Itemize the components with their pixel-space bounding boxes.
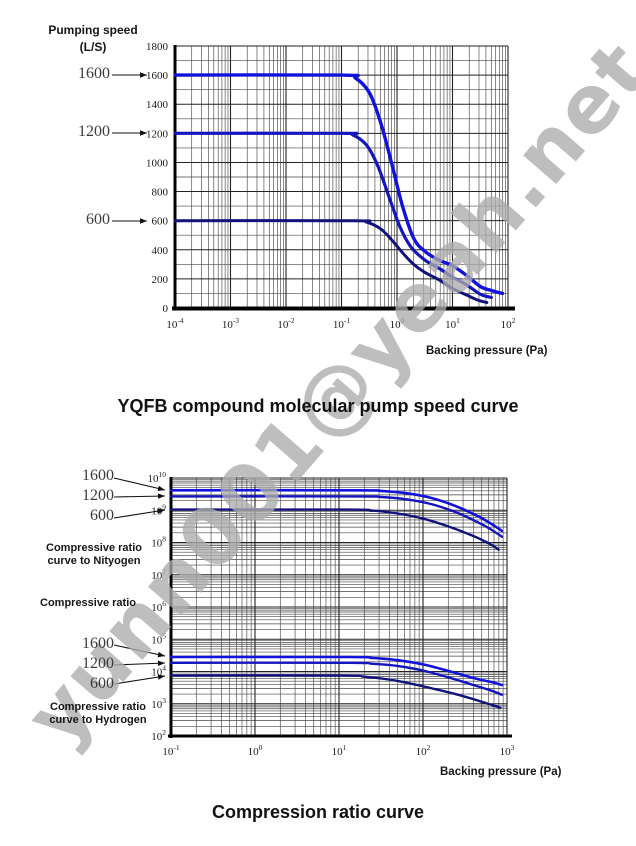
- svg-text:10-3: 10-3: [222, 316, 239, 331]
- svg-text:1200: 1200: [146, 128, 169, 140]
- svg-text:0: 0: [163, 303, 169, 315]
- nitrogen-annotation-line1: Compressive ratio: [46, 542, 142, 554]
- ratio-chart-title: Compression ratio curve: [211, 802, 425, 822]
- svg-text:107: 107: [151, 567, 166, 582]
- svg-text:103: 103: [151, 696, 166, 711]
- hydrogen-curve-label-600: 600: [90, 675, 114, 692]
- svg-text:108: 108: [151, 535, 166, 550]
- hydrogen-annotation-line2: curve to Hydrogen: [49, 714, 147, 726]
- svg-text:102: 102: [151, 728, 166, 743]
- svg-text:1600: 1600: [146, 70, 169, 82]
- speed-curve-label-1600: 1600: [78, 65, 110, 82]
- pumping-speed-line2: (L/S): [79, 40, 107, 54]
- svg-text:10-2: 10-2: [277, 316, 294, 331]
- speed-xaxis-title: Backing pressure (Pa): [426, 345, 548, 357]
- svg-text:101: 101: [332, 743, 347, 758]
- svg-text:102: 102: [501, 316, 516, 331]
- svg-text:104: 104: [151, 664, 166, 679]
- compressive-ratio-label: Compressive ratio: [40, 597, 136, 609]
- hydrogen-annotation-line1: Compressive ratio: [50, 701, 146, 713]
- svg-text:103: 103: [500, 743, 515, 758]
- svg-text:1010: 1010: [148, 470, 167, 485]
- svg-text:10-1: 10-1: [333, 316, 350, 331]
- hydrogen-curve-label-1600: 1600: [82, 635, 114, 652]
- svg-text:10-1: 10-1: [162, 743, 179, 758]
- hydrogen-annotation: Compressive ratio curve to Hydrogen: [32, 701, 164, 727]
- svg-text:400: 400: [152, 245, 169, 257]
- svg-text:1400: 1400: [146, 99, 169, 111]
- svg-text:600: 600: [152, 216, 169, 228]
- pumping-speed-axis-label: Pumping speed (L/S): [38, 22, 148, 56]
- svg-text:105: 105: [151, 631, 166, 646]
- hydrogen-curve-label-1200: 1200: [82, 655, 114, 672]
- svg-text:100: 100: [390, 316, 405, 331]
- svg-text:200: 200: [152, 274, 169, 286]
- svg-text:102: 102: [416, 743, 431, 758]
- svg-text:1800: 1800: [146, 41, 169, 53]
- svg-text:10-4: 10-4: [166, 316, 183, 331]
- ratio-xaxis-title: Backing pressure (Pa): [440, 766, 562, 778]
- pumping-speed-line1: Pumping speed: [48, 23, 138, 37]
- speed-curve-label-600: 600: [86, 211, 110, 228]
- nitrogen-annotation-line2: curve to Nityogen: [47, 555, 141, 567]
- svg-text:100: 100: [248, 743, 263, 758]
- speed-curve-label-1200: 1200: [78, 123, 110, 140]
- svg-text:101: 101: [445, 316, 460, 331]
- nitrogen-annotation: Compressive ratio curve to Nityogen: [30, 542, 158, 568]
- svg-text:1000: 1000: [146, 157, 169, 169]
- nitrogen-curve-label-600: 600: [90, 507, 114, 524]
- svg-text:106: 106: [151, 599, 166, 614]
- nitrogen-curve-label-1600: 1600: [82, 467, 114, 484]
- speed-chart-title: YQFB compound molecular pump speed curve: [117, 396, 519, 416]
- svg-text:800: 800: [152, 187, 169, 199]
- nitrogen-curve-label-1200: 1200: [82, 487, 114, 504]
